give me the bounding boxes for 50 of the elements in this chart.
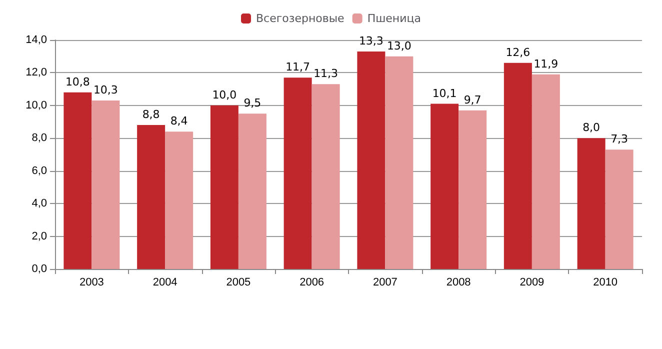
- data-label: 8,0: [582, 121, 600, 134]
- x-tick-label: 2008: [446, 276, 471, 288]
- data-label: 9,5: [244, 96, 262, 110]
- data-label: 9,7: [464, 93, 482, 106]
- data-label: 8,8: [142, 108, 160, 122]
- bar: [385, 56, 414, 269]
- bar: [312, 84, 340, 269]
- data-label: 10,1: [432, 86, 457, 100]
- legend-label: Пшеница: [367, 12, 422, 25]
- data-label: 10,3: [93, 84, 118, 97]
- bar: [430, 104, 459, 269]
- data-label: 10,0: [212, 88, 237, 102]
- y-tick-label: 14,0: [26, 34, 47, 46]
- bar: [137, 125, 166, 269]
- y-tick-label: 2,0: [32, 230, 47, 242]
- data-label: 11,7: [286, 60, 310, 74]
- data-label: 11,3: [314, 67, 338, 80]
- bar: [504, 62, 532, 269]
- y-tick-label: 4,0: [32, 198, 47, 210]
- legend-label: Всегозерновые: [256, 12, 345, 25]
- bar: [577, 138, 606, 269]
- data-label: 13,3: [358, 34, 384, 48]
- data-label: 11,9: [534, 57, 558, 70]
- x-tick-label: 2009: [520, 276, 544, 288]
- bar: [458, 110, 487, 269]
- data-label: 13,0: [386, 39, 412, 52]
- bar: [238, 114, 266, 269]
- data-label: 7,3: [610, 132, 628, 146]
- bar: [284, 78, 312, 269]
- y-tick-label: 6,0: [32, 164, 47, 177]
- bar: [532, 74, 560, 269]
- bar: [64, 92, 92, 269]
- y-tick-label: 12,0: [26, 66, 47, 79]
- bar: [92, 100, 120, 269]
- data-label: 8,4: [170, 114, 188, 128]
- x-tick-label: 2007: [372, 276, 398, 288]
- x-tick-label: 2005: [226, 276, 251, 288]
- x-tick-label: 2004: [152, 276, 178, 288]
- data-label: 12,6: [506, 46, 530, 59]
- data-label: 10,8: [65, 75, 90, 88]
- bar: [210, 105, 238, 269]
- y-tick-label: 0,0: [32, 263, 47, 275]
- y-tick-label: 8,0: [32, 132, 47, 144]
- x-tick-label: 2006: [300, 276, 324, 288]
- bar: [357, 51, 386, 269]
- bar: [165, 132, 194, 269]
- bar: [605, 150, 634, 269]
- x-tick-label: 2003: [79, 276, 104, 288]
- x-tick-label: 2010: [593, 276, 618, 288]
- y-tick-label: 10,0: [26, 99, 47, 112]
